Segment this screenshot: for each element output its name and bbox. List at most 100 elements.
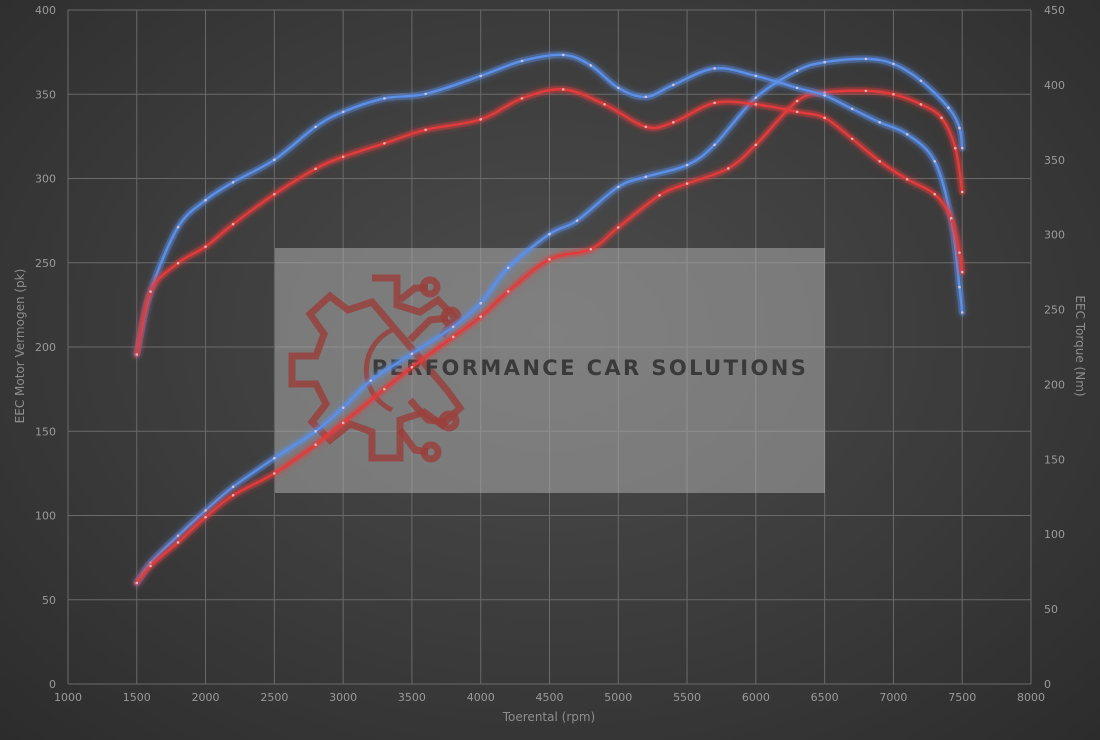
data-point-3-4 [231, 222, 235, 226]
data-point-3-15 [672, 121, 675, 124]
data-point-2-12 [561, 53, 565, 57]
series-0-left-blue [133, 55, 966, 587]
data-point-0-21 [823, 60, 826, 64]
x-tick-label-8: 5000 [604, 691, 632, 704]
x-tick-label-5: 3500 [398, 691, 426, 704]
data-point-1-1 [149, 564, 152, 568]
data-point-1-16 [658, 194, 661, 197]
data-point-3-12 [561, 88, 565, 91]
series-3-right-red [133, 85, 966, 358]
data-point-3-18 [795, 110, 799, 114]
data-point-2-14 [616, 86, 620, 90]
data-point-0-14 [575, 219, 579, 222]
right-axis-title: EEC Torque (Nm) [1073, 295, 1087, 396]
data-point-1-0 [135, 581, 139, 585]
data-point-1-9 [410, 365, 414, 369]
data-point-0-9 [410, 352, 414, 356]
data-point-3-0 [135, 353, 139, 356]
data-point-3-16 [713, 101, 716, 105]
data-point-3-2 [176, 261, 180, 265]
data-point-0-8 [369, 379, 372, 383]
data-point-0-18 [713, 143, 716, 147]
data-point-2-2 [176, 225, 180, 229]
data-point-2-22 [878, 121, 881, 124]
data-point-2-23 [905, 133, 909, 136]
data-point-2-5 [273, 158, 276, 162]
data-point-0-6 [314, 429, 317, 433]
right-tick-label-8: 400 [1044, 79, 1065, 92]
data-point-1-18 [727, 167, 730, 170]
data-point-1-15 [616, 226, 620, 229]
data-point-2-17 [713, 67, 716, 70]
right-tick-label-1: 50 [1044, 603, 1058, 616]
data-point-2-15 [644, 95, 648, 99]
data-point-3-7 [341, 155, 345, 159]
data-point-0-4 [231, 485, 235, 489]
data-point-0-24 [919, 79, 923, 83]
data-point-1-25 [940, 116, 943, 120]
data-point-1-6 [314, 443, 317, 447]
x-tick-label-0: 1000 [54, 691, 82, 704]
gear-circuit-logo [288, 274, 465, 463]
data-point-0-3 [204, 509, 207, 512]
x-tick-label-6: 4000 [467, 691, 495, 704]
data-point-2-7 [341, 110, 345, 114]
data-point-1-27 [960, 190, 964, 194]
data-point-2-27 [960, 311, 964, 314]
right-tick-label-6: 300 [1044, 229, 1065, 242]
right-tick-label-2: 100 [1044, 528, 1065, 541]
data-point-3-9 [424, 128, 427, 132]
data-point-3-26 [960, 270, 964, 274]
x-axis-title: Toerental (rpm) [502, 710, 595, 724]
data-point-0-19 [754, 96, 758, 99]
data-point-0-23 [892, 62, 895, 66]
x-tick-label-13: 7500 [948, 691, 976, 704]
x-tick-label-7: 4500 [536, 691, 564, 704]
data-point-3-13 [603, 103, 606, 106]
data-point-2-13 [589, 64, 593, 67]
x-tick-label-9: 5500 [673, 691, 701, 704]
brand-name: PERFORMANCE CAR SOLUTIONS [372, 356, 809, 380]
data-point-1-3 [204, 515, 207, 519]
data-point-2-8 [383, 97, 386, 100]
data-point-0-10 [451, 325, 455, 329]
data-point-0-22 [864, 57, 868, 61]
data-point-3-17 [754, 103, 758, 106]
data-point-2-20 [823, 94, 826, 97]
right-axis-ticks: 0 50 100 150 200 250 300 350 400 450 [1044, 4, 1065, 691]
data-point-0-13 [548, 232, 551, 236]
data-point-1-8 [383, 387, 386, 391]
x-tick-label-12: 7000 [879, 691, 907, 704]
left-tick-label-4: 200 [35, 341, 56, 354]
data-point-1-23 [892, 92, 895, 96]
left-axis-ticks: 0 50 100 150 200 250 300 350 400 [35, 4, 56, 691]
left-tick-label-6: 300 [35, 173, 56, 186]
left-tick-label-5: 250 [35, 257, 56, 270]
data-point-0-5 [273, 456, 276, 460]
x-tick-label-4: 3000 [329, 691, 357, 704]
left-tick-label-8: 400 [35, 4, 56, 17]
data-point-3-6 [314, 167, 317, 171]
data-point-0-7 [341, 406, 345, 409]
data-point-1-20 [795, 99, 799, 103]
data-point-1-26 [954, 146, 957, 150]
series-line [135, 57, 964, 585]
data-point-1-14 [589, 247, 593, 251]
data-point-2-4 [231, 180, 235, 184]
data-point-2-9 [424, 92, 427, 96]
data-point-2-24 [933, 159, 936, 163]
left-tick-label-3: 150 [35, 425, 56, 438]
data-point-2-16 [672, 83, 675, 87]
x-axis-ticks: 1000 1500 2000 2500 3000 3500 4000 4500 5000 5500… [54, 691, 1045, 704]
data-point-0-17 [685, 163, 689, 167]
x-tick-label-2: 2000 [192, 691, 220, 704]
data-point-0-16 [644, 175, 648, 179]
data-point-3-1 [149, 290, 152, 293]
data-point-0-12 [506, 266, 510, 270]
data-point-3-19 [823, 116, 826, 120]
data-point-2-18 [754, 74, 758, 78]
right-tick-label-9: 450 [1044, 4, 1065, 17]
brand-watermark: PERFORMANCE CAR SOLUTIONS [275, 248, 825, 493]
data-point-0-25 [947, 106, 950, 110]
